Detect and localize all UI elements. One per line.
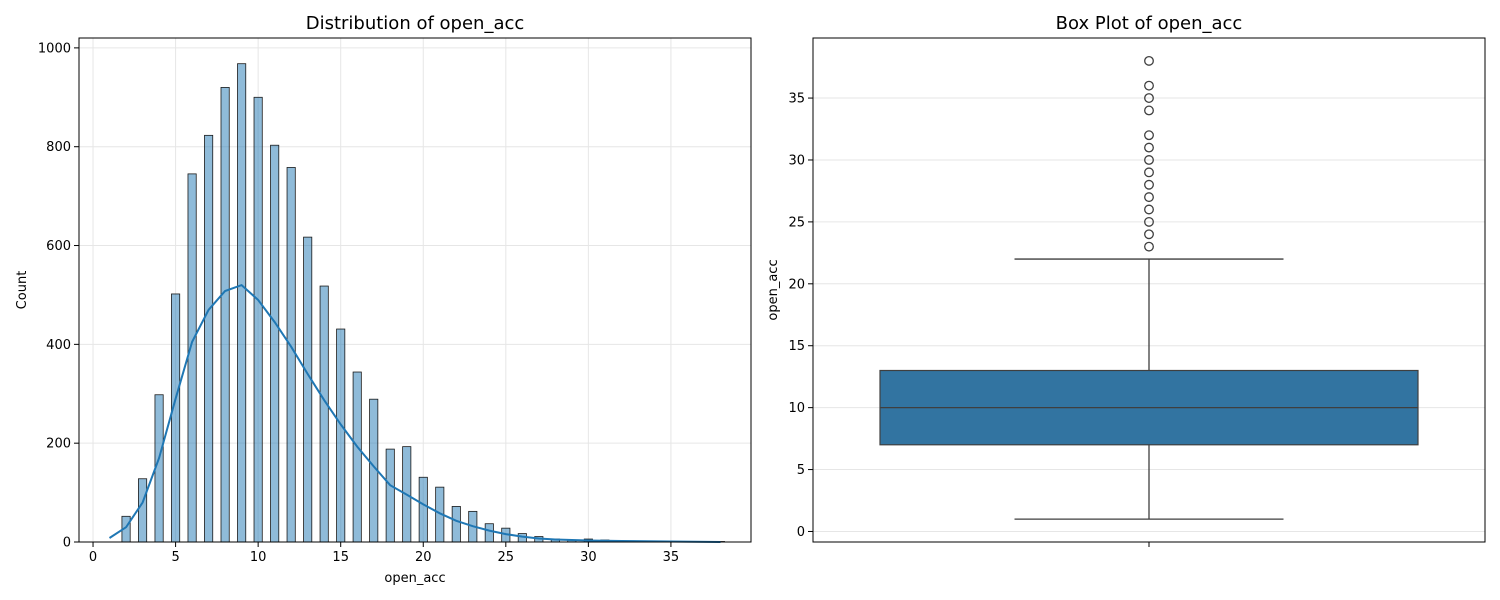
histogram-x-label: open_acc — [384, 571, 445, 586]
histogram-title: Distribution of open_acc — [306, 13, 525, 34]
boxplot-y-tick-label: 0 — [797, 525, 805, 540]
histogram-axes-frame — [78, 37, 752, 543]
histogram-bar — [319, 285, 329, 543]
boxplot-outlier-point — [1144, 229, 1154, 240]
boxplot-outlier-point — [1144, 179, 1154, 190]
histogram-bar — [352, 371, 362, 543]
histogram-bar — [286, 167, 296, 543]
boxplot-y-label: open_acc — [766, 259, 781, 320]
histogram-panel: Distribution of open_acc 0 5 10 15 20 25 30 35 … — [15, 13, 752, 586]
boxplot-outlier-point — [1144, 204, 1154, 215]
histogram-y-ticks: 0 200 400 600 800 1000 — [38, 41, 79, 551]
histogram-bar — [253, 96, 263, 543]
boxplot-outlier-point — [1144, 155, 1154, 165]
histogram-bar — [418, 476, 428, 543]
histogram-y-label: Count — [15, 271, 30, 310]
boxplot-outlier-point — [1144, 216, 1154, 227]
histogram-bar — [220, 87, 230, 543]
histogram-y-tick-label: 800 — [46, 140, 71, 155]
histogram-bar — [187, 173, 197, 543]
histogram-bar — [484, 523, 494, 543]
boxplot-outlier-point — [1144, 241, 1154, 252]
boxplot-y-tick-label: 5 — [797, 463, 805, 478]
histogram-x-tick-label: 20 — [415, 550, 432, 565]
histogram-y-tick-label: 400 — [46, 338, 71, 353]
boxplot-outlier-point — [1144, 80, 1154, 91]
boxplot-y-tick-label: 15 — [788, 339, 805, 354]
boxplot-body — [879, 55, 1419, 520]
boxplot-y-tick-label: 25 — [788, 215, 805, 230]
boxplot-outlier-point — [1144, 130, 1154, 141]
histogram-x-tick-label: 5 — [171, 550, 179, 565]
histogram-bar — [385, 448, 395, 543]
histogram-x-tick-label: 0 — [89, 550, 97, 565]
boxplot-panel: Box Plot of open_acc 0 5 10 15 20 25 30 35 open… — [766, 13, 1486, 547]
boxplot-y-ticks: 0 5 10 15 20 25 30 35 — [788, 92, 813, 540]
histogram-x-tick-label: 25 — [498, 550, 515, 565]
histogram-kde-line — [108, 283, 721, 543]
boxplot-outlier-point — [1144, 142, 1154, 153]
boxplot-outlier-point — [1144, 167, 1154, 178]
histogram-x-tick-label: 35 — [663, 550, 680, 565]
histogram-x-tick-label: 15 — [332, 550, 349, 565]
histogram-x-ticks: 0 5 10 15 20 25 30 35 — [89, 542, 679, 565]
histogram-x-tick-label: 30 — [580, 550, 597, 565]
boxplot-outlier-point — [1144, 93, 1154, 104]
boxplot-y-tick-label: 35 — [788, 92, 805, 107]
histogram-bar — [336, 328, 346, 543]
histogram-bar — [303, 236, 313, 543]
boxplot-title: Box Plot of open_acc — [1056, 13, 1243, 34]
boxplot-outlier-point — [1144, 192, 1154, 203]
histogram-bar — [270, 144, 280, 543]
boxplot-outlier-point — [1144, 105, 1154, 116]
histogram-y-tick-label: 600 — [46, 239, 71, 254]
boxplot-y-tick-label: 30 — [788, 153, 805, 168]
histogram-x-tick-label: 10 — [250, 550, 267, 565]
histogram-bar — [204, 134, 214, 543]
histogram-y-tick-label: 200 — [46, 437, 71, 452]
histogram-bar — [237, 63, 247, 543]
boxplot-outlier-point — [1144, 55, 1154, 66]
histogram-bar — [171, 293, 181, 543]
histogram-bar — [451, 506, 461, 543]
histogram-bar — [138, 478, 148, 543]
boxplot-y-tick-label: 10 — [788, 401, 805, 416]
histogram-bars — [121, 63, 725, 543]
histogram-y-tick-label: 1000 — [38, 41, 71, 56]
boxplot-y-tick-label: 20 — [788, 277, 805, 292]
histogram-y-tick-label: 0 — [63, 536, 71, 551]
